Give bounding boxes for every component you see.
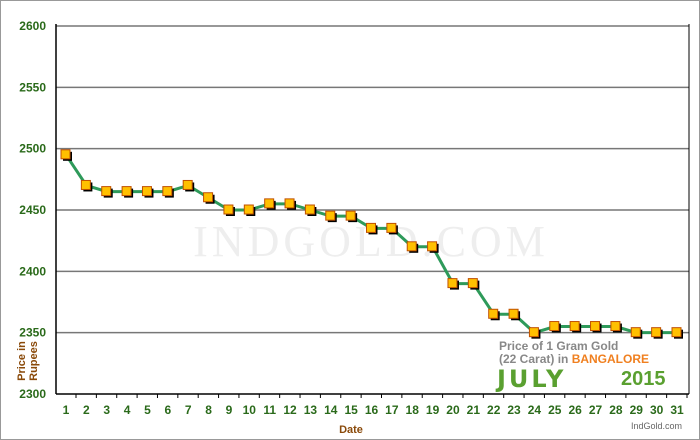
data-point: [284, 198, 295, 209]
x-tick-label: 6: [164, 403, 171, 417]
y-tick-label: 2600: [19, 19, 46, 33]
x-tick-label: 1: [63, 403, 70, 417]
data-point: [528, 327, 539, 338]
data-point: [141, 186, 152, 197]
x-tick-label: 26: [568, 403, 582, 417]
data-point: [101, 186, 112, 197]
x-tick-label: 15: [344, 403, 358, 417]
annotation-carat: (22 Carat) in: [499, 352, 572, 366]
y-tick-label: 2500: [19, 142, 46, 156]
x-tick-label: 24: [528, 403, 542, 417]
data-point: [60, 149, 71, 160]
y-tick-label: 2300: [19, 387, 46, 401]
x-tick-label: 30: [650, 403, 664, 417]
y-tick-label: 2350: [19, 326, 46, 340]
x-tick-label: 16: [365, 403, 379, 417]
data-point: [121, 186, 132, 197]
x-tick-label: 18: [406, 403, 420, 417]
y-tick-label: 2450: [19, 203, 46, 217]
data-point: [386, 222, 397, 233]
data-point: [427, 241, 438, 252]
annotation-line2: (22 Carat) in BANGALORE: [499, 352, 649, 366]
x-tick-label: 22: [487, 403, 501, 417]
data-point: [569, 321, 580, 332]
data-point: [406, 241, 417, 252]
x-tick-label: 8: [205, 403, 212, 417]
data-point: [203, 192, 214, 203]
data-point: [345, 210, 356, 221]
data-point: [182, 179, 193, 190]
x-tick-label: 4: [124, 403, 131, 417]
x-tick-label: 14: [324, 403, 338, 417]
x-tick-label: 12: [283, 403, 297, 417]
x-tick-label: 9: [226, 403, 233, 417]
x-tick-label: 23: [507, 403, 521, 417]
y-axis-label: Rupees: [28, 341, 40, 381]
x-tick-label: 2: [83, 403, 90, 417]
x-tick-label: 3: [103, 403, 110, 417]
x-tick-label: 25: [548, 403, 562, 417]
x-tick-label: 10: [243, 403, 257, 417]
data-point: [325, 210, 336, 221]
data-point: [366, 222, 376, 233]
x-tick-label: 7: [185, 403, 192, 417]
y-tick-label: 2550: [19, 80, 46, 94]
data-point: [447, 278, 458, 289]
data-point: [671, 327, 682, 338]
y-tick-label: 2400: [19, 264, 46, 278]
annotation-line1: Price of 1 Gram Gold: [499, 339, 619, 353]
data-point: [304, 204, 315, 215]
x-tick-label: 27: [589, 403, 603, 417]
credit: IndGold.com: [631, 421, 683, 431]
data-point: [651, 327, 662, 338]
data-point: [630, 327, 641, 338]
data-point: [243, 204, 254, 215]
x-tick-label: 21: [467, 403, 481, 417]
y-axis-label: Price in: [16, 341, 28, 381]
data-point: [80, 179, 91, 190]
data-point: [162, 186, 173, 197]
data-point: [488, 308, 499, 319]
x-axis-label: Date: [339, 424, 363, 436]
data-point: [549, 321, 560, 332]
data-point: [467, 278, 478, 289]
x-tick-label: 17: [385, 403, 399, 417]
data-point: [610, 321, 621, 332]
annotation-month: JULY: [497, 365, 567, 393]
x-tick-label: 11: [263, 403, 276, 417]
data-point: [590, 321, 601, 332]
data-point: [223, 204, 234, 215]
x-tick-label: 29: [630, 403, 644, 417]
x-tick-label: 20: [446, 403, 460, 417]
x-tick-label: 13: [304, 403, 318, 417]
x-tick-label: 31: [670, 403, 684, 417]
annotation-year: 2015: [621, 368, 666, 390]
x-tick-label: 28: [609, 403, 623, 417]
data-point: [264, 198, 275, 209]
x-tick-label: 5: [144, 403, 151, 417]
annotation-city: BANGALORE: [571, 352, 650, 366]
x-tick-label: 19: [426, 403, 440, 417]
data-point: [508, 308, 519, 319]
